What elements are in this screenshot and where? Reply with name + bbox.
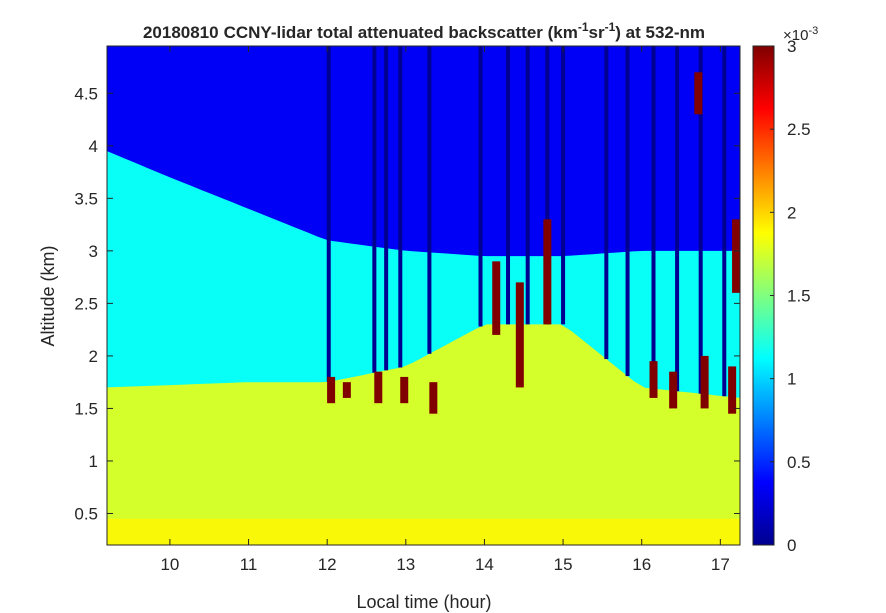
cloud-patch — [374, 371, 383, 404]
y-tick-label: 4 — [89, 137, 98, 156]
signal-gap-stripe — [506, 46, 511, 325]
y-tick-label: 1 — [89, 452, 98, 471]
cloud-patch — [669, 371, 678, 409]
heatmap-plot-area — [107, 46, 740, 545]
y-axis-label: Altitude (km) — [38, 245, 58, 346]
colorbar-tick-label: 2 — [787, 203, 796, 222]
x-tick-label: 11 — [240, 555, 258, 574]
cloud-patch — [543, 219, 552, 325]
colorbar-ticks: 0 0.5 1 1.5 2 2.5 3 — [770, 37, 811, 555]
cloud-patch — [700, 355, 709, 409]
signal-gap-stripe — [372, 46, 377, 373]
signal-gap-stripe — [384, 46, 389, 371]
x-axis-label: Local time (hour) — [356, 592, 491, 612]
signal-gap-stripe — [545, 46, 550, 325]
cloud-patch — [492, 261, 501, 335]
cloud-patch — [728, 366, 737, 414]
signal-gap-stripe — [525, 46, 530, 325]
cloud-patch — [694, 72, 703, 115]
signal-gap-stripe — [427, 46, 432, 354]
x-tick-label: 12 — [318, 555, 337, 574]
signal-gap-stripe — [561, 46, 566, 325]
y-tick-label: 1.5 — [74, 399, 98, 418]
colorbar-tick-label: 3 — [787, 37, 796, 56]
signal-gap-stripe — [326, 46, 331, 382]
x-tick-label: 10 — [160, 555, 179, 574]
y-tick-label: 3 — [89, 242, 98, 261]
cloud-patch — [327, 376, 336, 404]
signal-gap-stripe — [722, 46, 727, 397]
x-tick-label: 13 — [396, 555, 415, 574]
signal-gap-stripe — [675, 46, 680, 392]
colorbar-tick-label: 0.5 — [787, 453, 811, 472]
x-tick-label: 16 — [632, 555, 651, 574]
y-tick-label: 0.5 — [74, 504, 98, 523]
boundary-layer — [107, 324, 740, 545]
y-tick-label: 3.5 — [74, 189, 98, 208]
cloud-patch — [342, 382, 351, 398]
signal-gap-stripe — [651, 46, 656, 389]
heatmap-layers — [107, 46, 740, 545]
x-axis-ticks: 10 11 12 13 14 15 16 17 — [160, 46, 730, 574]
cloud-patch — [429, 382, 438, 414]
y-tick-label: 4.5 — [74, 84, 98, 103]
plot-frame — [106, 45, 741, 546]
colorbar-tick-label: 0 — [787, 536, 796, 555]
colorbar-multiplier: ×10-3 — [783, 25, 818, 44]
colorbar-tick-label: 1.5 — [787, 287, 811, 306]
cloud-patch — [732, 219, 740, 293]
chart-title: 20180810 CCNY-lidar total attenuated back… — [143, 20, 705, 42]
x-tick-label: 17 — [711, 555, 730, 574]
signal-gap-stripe — [604, 46, 609, 360]
y-axis-ticks: 0.5 1 1.5 2 2.5 3 3.5 4 4.5 — [74, 84, 740, 523]
signal-gap-stripe — [478, 46, 483, 327]
colorbar-tick-label: 1 — [787, 370, 796, 389]
cloud-patch — [515, 282, 524, 388]
y-tick-label: 2.5 — [74, 294, 98, 313]
colorbar-tick-label: 2.5 — [787, 120, 811, 139]
x-tick-label: 15 — [554, 555, 573, 574]
x-tick-label: 14 — [475, 555, 494, 574]
surface-layer — [107, 518, 740, 545]
cloud-patch — [649, 361, 658, 398]
signal-gap-stripe — [698, 46, 703, 394]
y-tick-label: 2 — [89, 347, 98, 366]
signal-gap-stripe — [625, 46, 630, 377]
cloud-patch — [400, 376, 409, 404]
signal-gap-stripe — [398, 46, 403, 368]
